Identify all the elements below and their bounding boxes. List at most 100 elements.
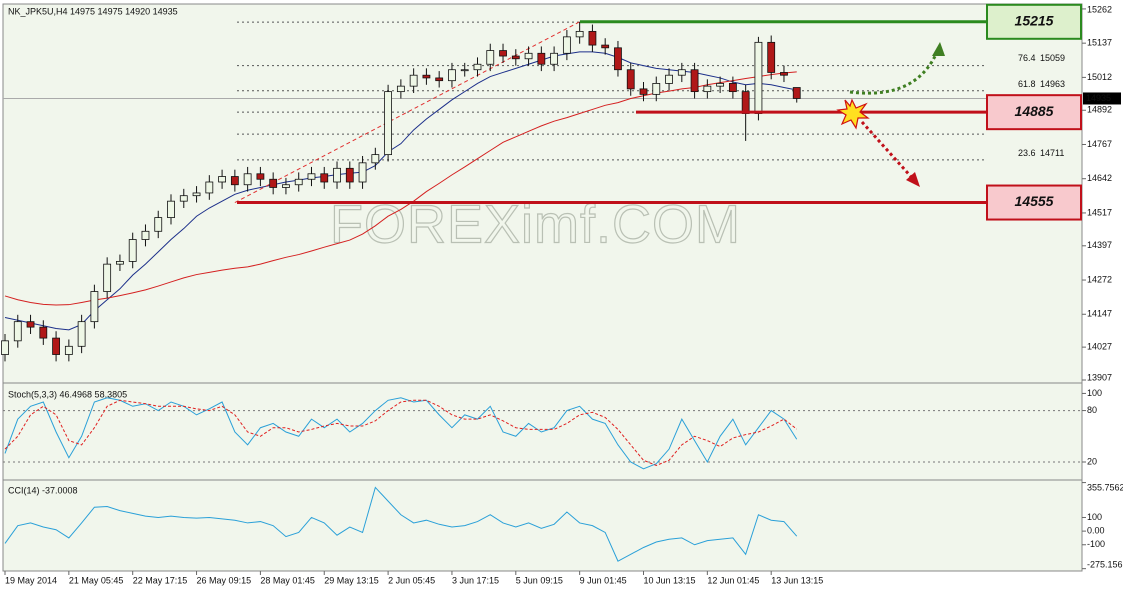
candle-body xyxy=(1,340,9,355)
candle-body xyxy=(716,83,725,87)
level-label: 14885 xyxy=(1015,103,1054,119)
y-tick-label: 15262 xyxy=(1087,4,1112,14)
candle-body xyxy=(141,230,150,240)
annotations xyxy=(836,42,945,187)
indicator-line xyxy=(4,399,798,466)
x-tick-label: 2 Jun 05:45 xyxy=(388,575,435,585)
last-price-label: 14935 xyxy=(1086,93,1111,103)
candle-body xyxy=(64,345,73,355)
arrow-down xyxy=(860,120,916,182)
x-tick-label: 29 May 13:15 xyxy=(324,575,379,585)
candle-body xyxy=(192,192,201,197)
candle-body xyxy=(179,195,188,202)
chart-title: NK_JPK5U,H4 14975 14975 14920 14935 xyxy=(8,6,178,16)
candle-body xyxy=(154,217,163,232)
candle-body xyxy=(103,263,112,292)
x-tick-label: 26 May 09:15 xyxy=(197,575,252,585)
arrow-up xyxy=(849,49,940,95)
candle-body xyxy=(39,326,48,339)
candle-body xyxy=(639,88,648,95)
candle-body xyxy=(486,50,495,65)
y-tick-label: 14147 xyxy=(1087,309,1112,319)
candle-body xyxy=(409,74,418,87)
y-tick-label: -100 xyxy=(1087,539,1105,549)
candle-body xyxy=(396,85,405,93)
candle-body xyxy=(422,74,431,79)
breakout-star xyxy=(836,98,870,130)
candle-body xyxy=(537,52,546,65)
last-price-box xyxy=(1083,92,1121,105)
y-tick-label: 14027 xyxy=(1087,342,1112,352)
x-tick-label: 5 Jun 09:15 xyxy=(516,575,563,585)
y-tick-label: 100 xyxy=(1087,512,1102,522)
candle-body xyxy=(473,63,482,71)
candle-body xyxy=(511,55,520,60)
indicator-line xyxy=(4,397,798,470)
x-tick-label: 10 Jun 13:15 xyxy=(644,575,696,585)
x-tick-label: 22 May 17:15 xyxy=(133,575,188,585)
candle-body xyxy=(448,69,456,82)
candle-body xyxy=(218,176,226,183)
candle-body xyxy=(52,337,60,355)
y-tick-label: 355.7562 xyxy=(1087,482,1123,492)
fib-ratio: 61.8 xyxy=(1018,79,1036,89)
y-tick-label: 80 xyxy=(1087,405,1097,415)
candle-body xyxy=(345,167,354,183)
level-label: 15215 xyxy=(1015,13,1054,29)
y-tick-label: -275.156 xyxy=(1087,559,1123,569)
x-tick-label: 13 Jun 13:15 xyxy=(771,575,823,585)
level-label: 14555 xyxy=(1015,193,1054,209)
candle-body xyxy=(703,85,712,93)
y-tick-label: 14517 xyxy=(1087,207,1112,217)
candle-body xyxy=(116,261,124,265)
moving-average xyxy=(4,71,797,306)
x-tick-label: 21 May 05:45 xyxy=(69,575,124,585)
candle-body xyxy=(550,52,559,65)
candle-body xyxy=(690,69,699,93)
fib-ratio: 23.6 xyxy=(1018,148,1036,158)
candle-body xyxy=(320,173,329,183)
candle-body xyxy=(282,184,290,188)
candle-body xyxy=(205,181,214,194)
candle-body xyxy=(460,69,469,72)
candle-body xyxy=(358,162,367,183)
arrow-head xyxy=(906,172,920,187)
y-tick-label: 14272 xyxy=(1087,274,1112,284)
y-tick-label: 0.00 xyxy=(1087,525,1105,535)
candle-body xyxy=(588,30,597,46)
indicator-title: Stoch(5,3,3) 46.4968 58.3805 xyxy=(8,389,127,399)
y-tick-label: 15012 xyxy=(1087,72,1112,82)
fib-price: 14711 xyxy=(1040,148,1064,158)
candle-body xyxy=(26,321,35,328)
y-tick-label: 14892 xyxy=(1087,105,1112,115)
candle-body xyxy=(77,321,86,347)
level-box xyxy=(986,3,1082,40)
x-tick-label: 9 Jun 01:45 xyxy=(580,575,627,585)
y-tick-label: 100 xyxy=(1087,388,1102,398)
fib-price: 14963 xyxy=(1040,79,1065,89)
candle-body xyxy=(90,291,99,323)
candle-body xyxy=(243,173,252,186)
candle-body xyxy=(652,83,661,95)
candle-body xyxy=(499,50,507,57)
candle-body xyxy=(626,69,635,90)
candle-body xyxy=(435,77,444,82)
candle-body xyxy=(128,239,137,262)
candle-body xyxy=(269,178,278,188)
y-tick-label: 15137 xyxy=(1087,38,1112,48)
candle-body xyxy=(601,44,610,49)
moving-average xyxy=(4,51,797,331)
x-tick-label: 3 Jun 17:15 xyxy=(452,575,499,585)
candle-body xyxy=(562,36,571,54)
level-box xyxy=(986,94,1082,131)
candle-body xyxy=(754,41,763,114)
fib-price: 15059 xyxy=(1040,53,1065,63)
candle-body xyxy=(13,321,22,342)
candle-body xyxy=(294,178,303,186)
candle-body xyxy=(167,200,175,218)
candle-body xyxy=(677,69,686,76)
candle-body xyxy=(614,47,622,71)
x-tick-label: 28 May 01:45 xyxy=(260,575,315,585)
candle-body xyxy=(333,167,341,183)
